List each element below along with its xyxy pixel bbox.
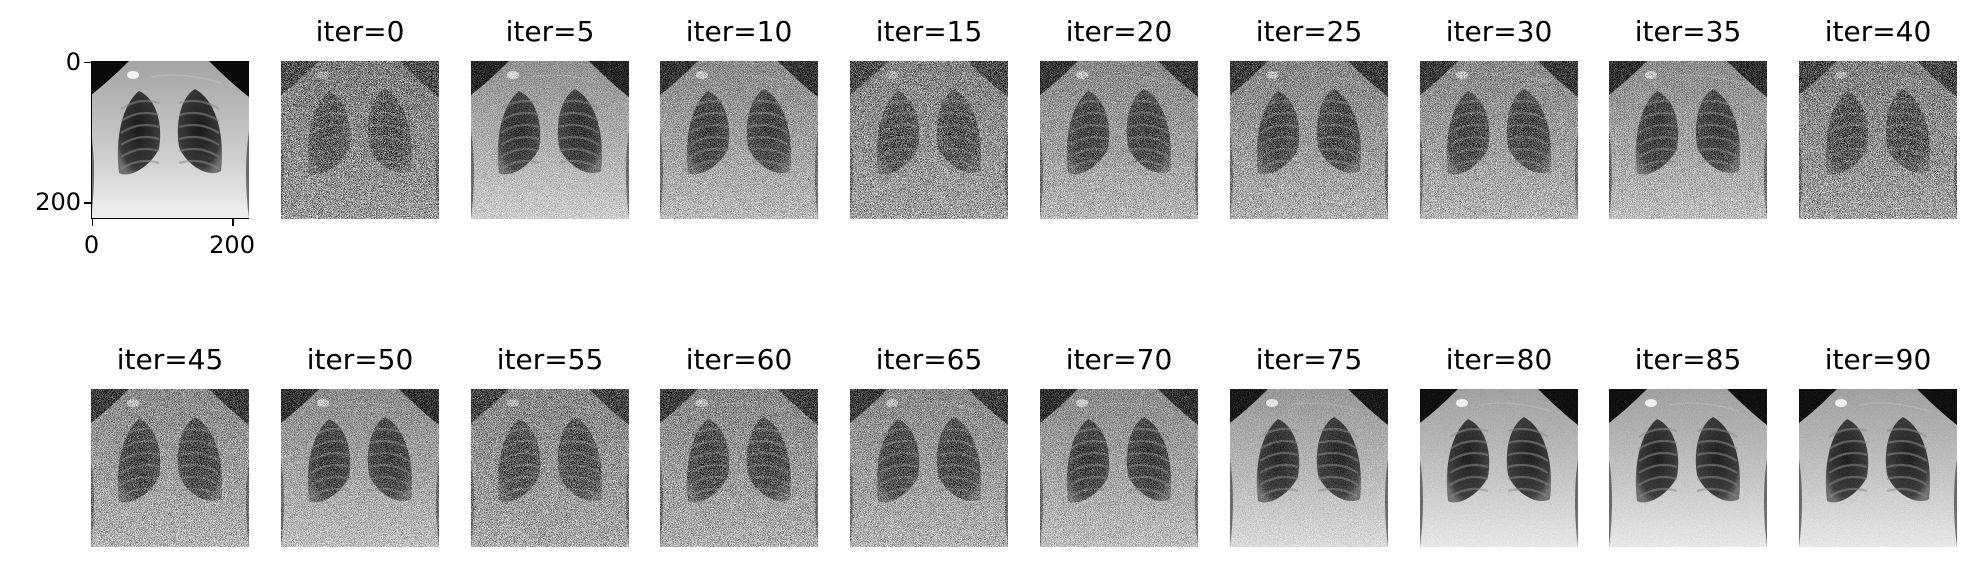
iteration-image <box>1040 61 1198 219</box>
iteration-image <box>660 61 818 219</box>
panel-title: iter=60 <box>644 343 834 377</box>
panel-title: iter=40 <box>1783 15 1972 49</box>
panel-title: iter=10 <box>644 15 834 49</box>
panel-title: iter=70 <box>1024 343 1214 377</box>
y-tick-label: 0 <box>66 48 81 76</box>
x-tick-label: 0 <box>32 231 152 259</box>
panel-title: iter=20 <box>1024 15 1214 49</box>
iteration-image <box>1420 389 1578 547</box>
iteration-image <box>1230 389 1388 547</box>
x-tick <box>232 219 234 226</box>
panel-title: iter=5 <box>455 15 645 49</box>
y-tick-label: 200 <box>35 188 81 216</box>
iteration-image <box>660 389 818 547</box>
panel-title: iter=80 <box>1404 343 1594 377</box>
iteration-image <box>1609 389 1767 547</box>
panel-title: iter=50 <box>265 343 455 377</box>
panel-title: iter=85 <box>1593 343 1783 377</box>
panel-title: iter=0 <box>265 15 455 49</box>
panel-title: iter=75 <box>1214 343 1404 377</box>
panel-title: iter=55 <box>455 343 645 377</box>
y-tick <box>84 202 91 204</box>
panel-title: iter=25 <box>1214 15 1404 49</box>
x-tick-label: 200 <box>172 231 292 259</box>
iteration-image <box>281 61 439 219</box>
iteration-image <box>850 61 1008 219</box>
iteration-image <box>471 389 629 547</box>
x-tick <box>92 219 94 226</box>
iteration-image <box>1799 61 1957 219</box>
panel-title: iter=65 <box>834 343 1024 377</box>
iteration-image <box>1609 61 1767 219</box>
panel-title: iter=15 <box>834 15 1024 49</box>
panel-title: iter=30 <box>1404 15 1594 49</box>
iteration-image <box>1799 389 1957 547</box>
iteration-image <box>471 61 629 219</box>
panel-title: iter=35 <box>1593 15 1783 49</box>
iteration-image <box>850 389 1008 547</box>
panel-title: iter=45 <box>75 343 265 377</box>
iteration-image <box>91 389 249 547</box>
reference-axes <box>91 61 249 219</box>
iteration-image <box>1040 389 1198 547</box>
y-tick <box>84 62 91 64</box>
iteration-image <box>281 389 439 547</box>
iteration-image <box>1420 61 1578 219</box>
iteration-image <box>1230 61 1388 219</box>
panel-title: iter=90 <box>1783 343 1972 377</box>
